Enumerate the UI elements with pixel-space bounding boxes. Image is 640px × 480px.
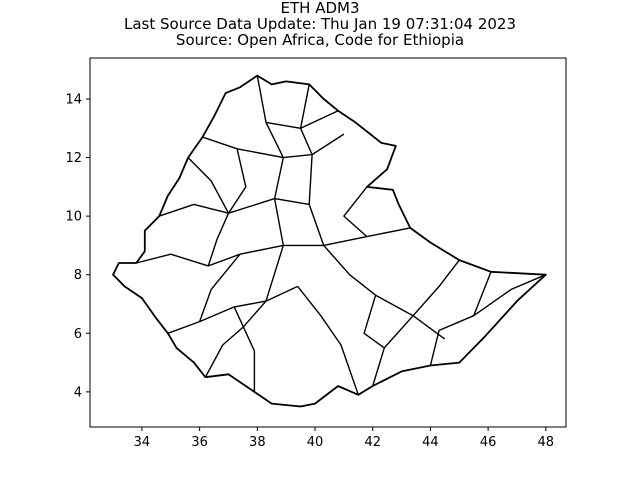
x-tick-label: 40 [307,435,324,450]
x-tick-label: 38 [249,435,266,450]
x-tick-label: 44 [422,435,439,450]
chart-title: ETH ADM3 [280,0,360,17]
admin-boundary [343,186,368,238]
x-tick-label: 42 [364,435,381,450]
admin-boundary [198,253,241,322]
country-outline [112,74,547,408]
admin-boundary [372,259,460,387]
chart-subtitle-source: Source: Open Africa, Code for Ethiopia [175,31,465,49]
admin-boundary [202,133,345,159]
y-tick-label: 8 [74,268,82,283]
y-tick-label: 4 [74,385,82,400]
x-tick-label: 34 [134,435,151,450]
x-tick-label: 46 [480,435,497,450]
plot-frame [89,57,567,428]
y-tick-label: 12 [65,151,82,166]
admin-boundary [473,274,547,317]
x-tick-label: 36 [191,435,208,450]
y-tick-label: 10 [65,210,82,225]
x-tick-label: 48 [538,435,555,450]
title-block: ETH ADM3 Last Source Data Update: Thu Ja… [0,0,640,48]
admin-boundary [297,285,359,396]
admin-boundary [227,148,247,214]
y-tick-label: 14 [65,93,82,108]
admin-boundary [233,306,256,392]
admin-boundary [265,110,339,129]
y-tick-label: 6 [74,327,82,342]
y-axis: 4 6 8 10 12 14 [65,93,90,400]
admin-boundary [283,227,411,247]
chart-subtitle-update: Last Source Data Update: Thu Jan 19 07:3… [123,15,517,33]
map-features [112,74,547,408]
x-axis: 34 36 38 40 42 44 46 48 [134,427,554,450]
admin-boundary [299,84,325,246]
admin-boundary [429,271,492,366]
admin-boundary [363,294,385,349]
